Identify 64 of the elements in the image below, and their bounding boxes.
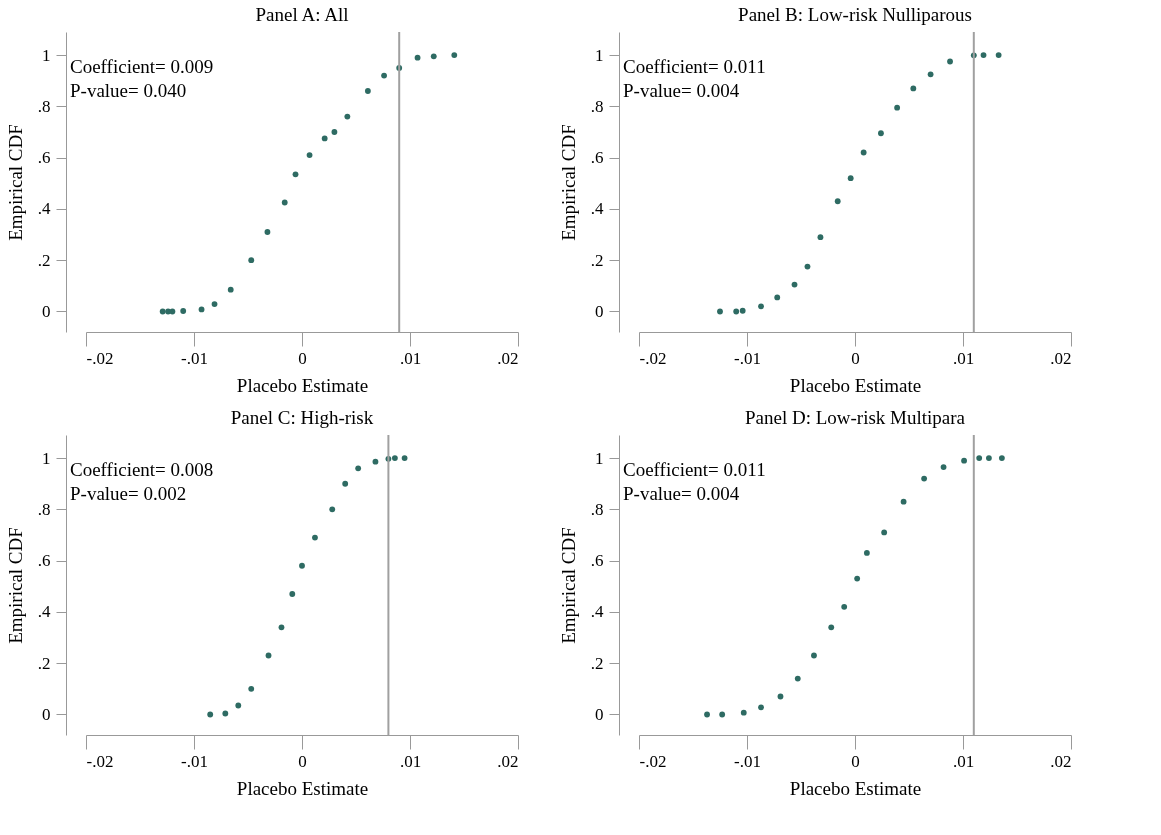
x-tick-label: .02 — [1050, 751, 1072, 771]
y-tick-label: .8 — [37, 96, 51, 116]
x-tick-label: -.01 — [734, 751, 761, 771]
y-tick-label: 1 — [42, 45, 51, 65]
x-tick-label: -.01 — [181, 751, 208, 771]
y-tick-label: .2 — [590, 250, 604, 270]
y-tick-label: .6 — [37, 148, 51, 168]
x-axis-title: Placebo Estimate — [236, 777, 369, 799]
annotation: P-value= 0.040 — [70, 80, 187, 101]
annotation: P-value= 0.002 — [70, 483, 187, 504]
x-tick-label: 0 — [851, 348, 860, 368]
x-axis-title: Placebo Estimate — [236, 374, 369, 396]
x-tick-label: -.02 — [639, 348, 667, 368]
annotation: Coefficient= 0.009 — [70, 56, 214, 77]
y-tick-label: .8 — [590, 499, 604, 519]
y-tick-label: 0 — [42, 301, 51, 321]
y-tick-label: .2 — [590, 653, 604, 673]
y-tick-label: 0 — [42, 704, 51, 724]
y-tick-label: .6 — [590, 551, 604, 571]
y-axis-title: Empirical CDF — [4, 527, 26, 644]
y-tick-label: 0 — [595, 301, 604, 321]
y-tick-label: .6 — [37, 551, 51, 571]
y-tick-label: .4 — [590, 199, 604, 219]
chart-title: Panel D: Low-risk Multipara — [744, 407, 966, 428]
x-tick-label: .01 — [399, 751, 422, 771]
x-tick-label: .01 — [952, 348, 975, 368]
y-tick-label: 0 — [595, 704, 604, 724]
x-tick-label: 0 — [298, 348, 307, 368]
annotation: P-value= 0.004 — [623, 80, 740, 101]
chart-title: Panel A: All — [255, 4, 349, 25]
chart-title: Panel B: Low-risk Nulliparous — [738, 4, 972, 25]
y-tick-label: 1 — [595, 448, 604, 468]
y-tick-label: 1 — [42, 448, 51, 468]
y-axis-title: Empirical CDF — [557, 527, 579, 644]
y-tick-label: .4 — [590, 602, 604, 622]
y-tick-label: .4 — [37, 602, 51, 622]
x-tick-label: .02 — [497, 751, 519, 771]
x-tick-label: -.02 — [86, 348, 114, 368]
x-axis-title: Placebo Estimate — [789, 777, 922, 799]
annotation: Coefficient= 0.008 — [70, 459, 214, 480]
x-tick-label: .02 — [1050, 348, 1072, 368]
annotation: P-value= 0.004 — [623, 483, 740, 504]
x-tick-label: .01 — [952, 751, 975, 771]
y-tick-label: .4 — [37, 199, 51, 219]
y-tick-label: .8 — [37, 499, 51, 519]
x-tick-label: .02 — [497, 348, 519, 368]
y-tick-label: .2 — [37, 250, 51, 270]
y-tick-label: 1 — [595, 45, 604, 65]
annotation: Coefficient= 0.011 — [623, 459, 766, 480]
x-tick-label: -.02 — [86, 751, 114, 771]
chart-title: Panel C: High-risk — [230, 407, 374, 428]
y-tick-label: .2 — [37, 653, 51, 673]
x-tick-label: -.01 — [181, 348, 208, 368]
y-tick-label: .6 — [590, 148, 604, 168]
x-tick-label: .01 — [399, 348, 422, 368]
x-tick-label: -.01 — [734, 348, 761, 368]
x-tick-label: -.02 — [639, 751, 667, 771]
y-tick-label: .8 — [590, 96, 604, 116]
y-axis-title: Empirical CDF — [4, 124, 26, 241]
x-axis-title: Placebo Estimate — [789, 374, 922, 396]
x-tick-label: 0 — [851, 751, 860, 771]
y-axis-title: Empirical CDF — [557, 124, 579, 241]
annotation: Coefficient= 0.011 — [623, 56, 766, 77]
x-tick-label: 0 — [298, 751, 307, 771]
